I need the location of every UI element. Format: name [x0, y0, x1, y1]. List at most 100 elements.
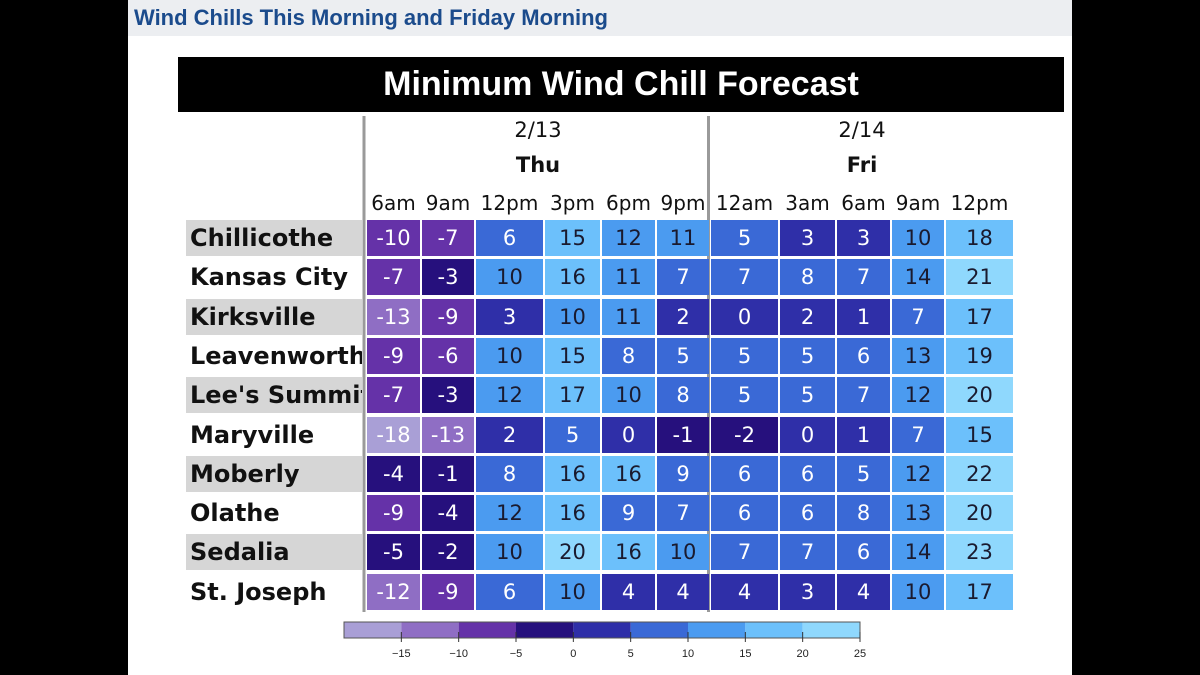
wind-chill-cell: 12: [476, 377, 543, 414]
wind-chill-cell: 8: [602, 337, 655, 374]
wind-chill-cell: 4: [657, 573, 709, 610]
wind-chill-cell: -2: [422, 534, 474, 571]
wind-chill-cell: 5: [780, 377, 835, 414]
colorbar-tick-label: −15: [391, 648, 411, 660]
wind-chill-cell: 8: [657, 377, 709, 414]
city-label: Kirksville: [186, 298, 362, 335]
chart-title: Minimum Wind Chill Forecast: [178, 57, 1064, 112]
wind-chill-cell: 7: [711, 259, 778, 296]
wind-chill-cell: 12: [892, 455, 944, 492]
wind-chill-cell: 5: [780, 337, 835, 374]
day-date: 2/13: [514, 118, 562, 142]
time-label: 9am: [895, 191, 941, 215]
colorbar-tick-label: 20: [796, 648, 809, 660]
wind-chill-cell: 5: [711, 220, 778, 256]
colorbar-bin: [458, 622, 516, 638]
wind-chill-cell: 7: [657, 259, 709, 296]
wind-chill-cell: 10: [892, 573, 944, 610]
wind-chill-cell: 7: [892, 416, 944, 453]
colorbar-bin: [745, 622, 803, 638]
time-label: 6am: [371, 191, 416, 215]
time-label: 12am: [715, 191, 774, 215]
time-label: 3pm: [550, 191, 595, 215]
city-label: Chillicothe: [186, 220, 362, 256]
wind-chill-cell: -9: [367, 495, 420, 532]
colorbar-bin: [630, 622, 688, 638]
colorbar-bin: [688, 622, 746, 638]
wind-chill-cell: -7: [422, 220, 474, 256]
wind-chill-cell: 9: [602, 495, 655, 532]
wind-chill-cell: 6: [780, 455, 835, 492]
wind-chill-cell: 6: [837, 534, 890, 571]
wind-chill-cell: 10: [602, 377, 655, 414]
wind-chill-cell: 2: [476, 416, 543, 453]
wind-chill-cell: 1: [837, 416, 890, 453]
wind-chill-cell: -18: [367, 416, 420, 453]
wind-chill-cell: 2: [657, 298, 709, 335]
wind-chill-cell: -9: [422, 298, 474, 335]
wind-chill-cell: 7: [657, 495, 709, 532]
city-label: Moberly: [186, 455, 362, 492]
wind-chill-cell: 0: [780, 416, 835, 453]
time-label: 6am: [841, 191, 886, 215]
colorbar-tick-label: 10: [681, 648, 695, 660]
wind-chill-cell: -2: [711, 416, 778, 453]
wind-chill-cell: 4: [837, 573, 890, 610]
wind-chill-cell: -12: [367, 573, 420, 610]
colorbar-tick-label: 0: [570, 648, 577, 660]
colorbar-bin: [344, 622, 402, 638]
time-label: 3am: [785, 191, 830, 215]
wind-chill-cell: 15: [545, 337, 600, 374]
wind-chill-cell: 9: [657, 455, 709, 492]
wind-chill-cell: 10: [545, 573, 600, 610]
wind-chill-cell: 3: [476, 298, 543, 335]
wind-chill-cell: 10: [545, 298, 600, 335]
colorbar-bin: [802, 622, 860, 638]
wind-chill-cell: 16: [602, 534, 655, 571]
city-label: Sedalia: [186, 534, 362, 571]
wind-chill-cell: -3: [422, 259, 474, 296]
wind-chill-cell: 10: [892, 220, 944, 256]
wind-chill-cell: 5: [711, 377, 778, 414]
time-label: 12pm: [480, 191, 539, 215]
wind-chill-cell: 0: [711, 298, 778, 335]
colorbar-bin: [516, 622, 574, 638]
wind-chill-cell: -9: [422, 573, 474, 610]
wind-chill-cell: 14: [892, 534, 944, 571]
wind-chill-cell: 7: [892, 298, 944, 335]
wind-chill-cell: 3: [780, 573, 835, 610]
wind-chill-cell: 6: [711, 455, 778, 492]
city-label: Lee's Summit: [186, 377, 362, 414]
wind-chill-cell: 5: [711, 337, 778, 374]
wind-chill-cell: 20: [545, 534, 600, 571]
wind-chill-cell: 10: [657, 534, 709, 571]
wind-chill-cell: 11: [602, 259, 655, 296]
colorbar-tick-label: −5: [509, 648, 523, 660]
slide-title: Wind Chills This Morning and Friday Morn…: [134, 5, 608, 30]
wind-chill-cell: 12: [602, 220, 655, 256]
wind-chill-cell: 7: [837, 259, 890, 296]
day-of-week: Fri: [846, 153, 878, 177]
city-label: Maryville: [190, 420, 315, 449]
wind-chill-cell: 5: [837, 455, 890, 492]
colorbar-bin: [401, 622, 459, 638]
wind-chill-cell: 8: [780, 259, 835, 296]
slide-header: Wind Chills This Morning and Friday Morn…: [128, 0, 1072, 36]
day-date: 2/14: [838, 118, 886, 142]
time-label: 6pm: [606, 191, 651, 215]
wind-chill-cell: 7: [780, 534, 835, 571]
wind-chill-cell: 6: [780, 495, 835, 532]
wind-chill-cell: -4: [367, 455, 420, 492]
city-label: St. Joseph: [190, 577, 327, 606]
wind-chill-cell: 0: [602, 416, 655, 453]
wind-chill-cell: 19: [946, 337, 1013, 374]
wind-chill-cell: 20: [946, 495, 1013, 532]
wind-chill-cell: 5: [545, 416, 600, 453]
wind-chill-cell: 12: [476, 495, 543, 532]
city-label: Olathe: [190, 499, 280, 528]
wind-chill-cell: 8: [837, 495, 890, 532]
wind-chill-cell: -13: [367, 298, 420, 335]
wind-chill-cell: -1: [422, 455, 474, 492]
wind-chill-cell: 21: [946, 259, 1013, 296]
wind-chill-cell: 13: [892, 495, 944, 532]
